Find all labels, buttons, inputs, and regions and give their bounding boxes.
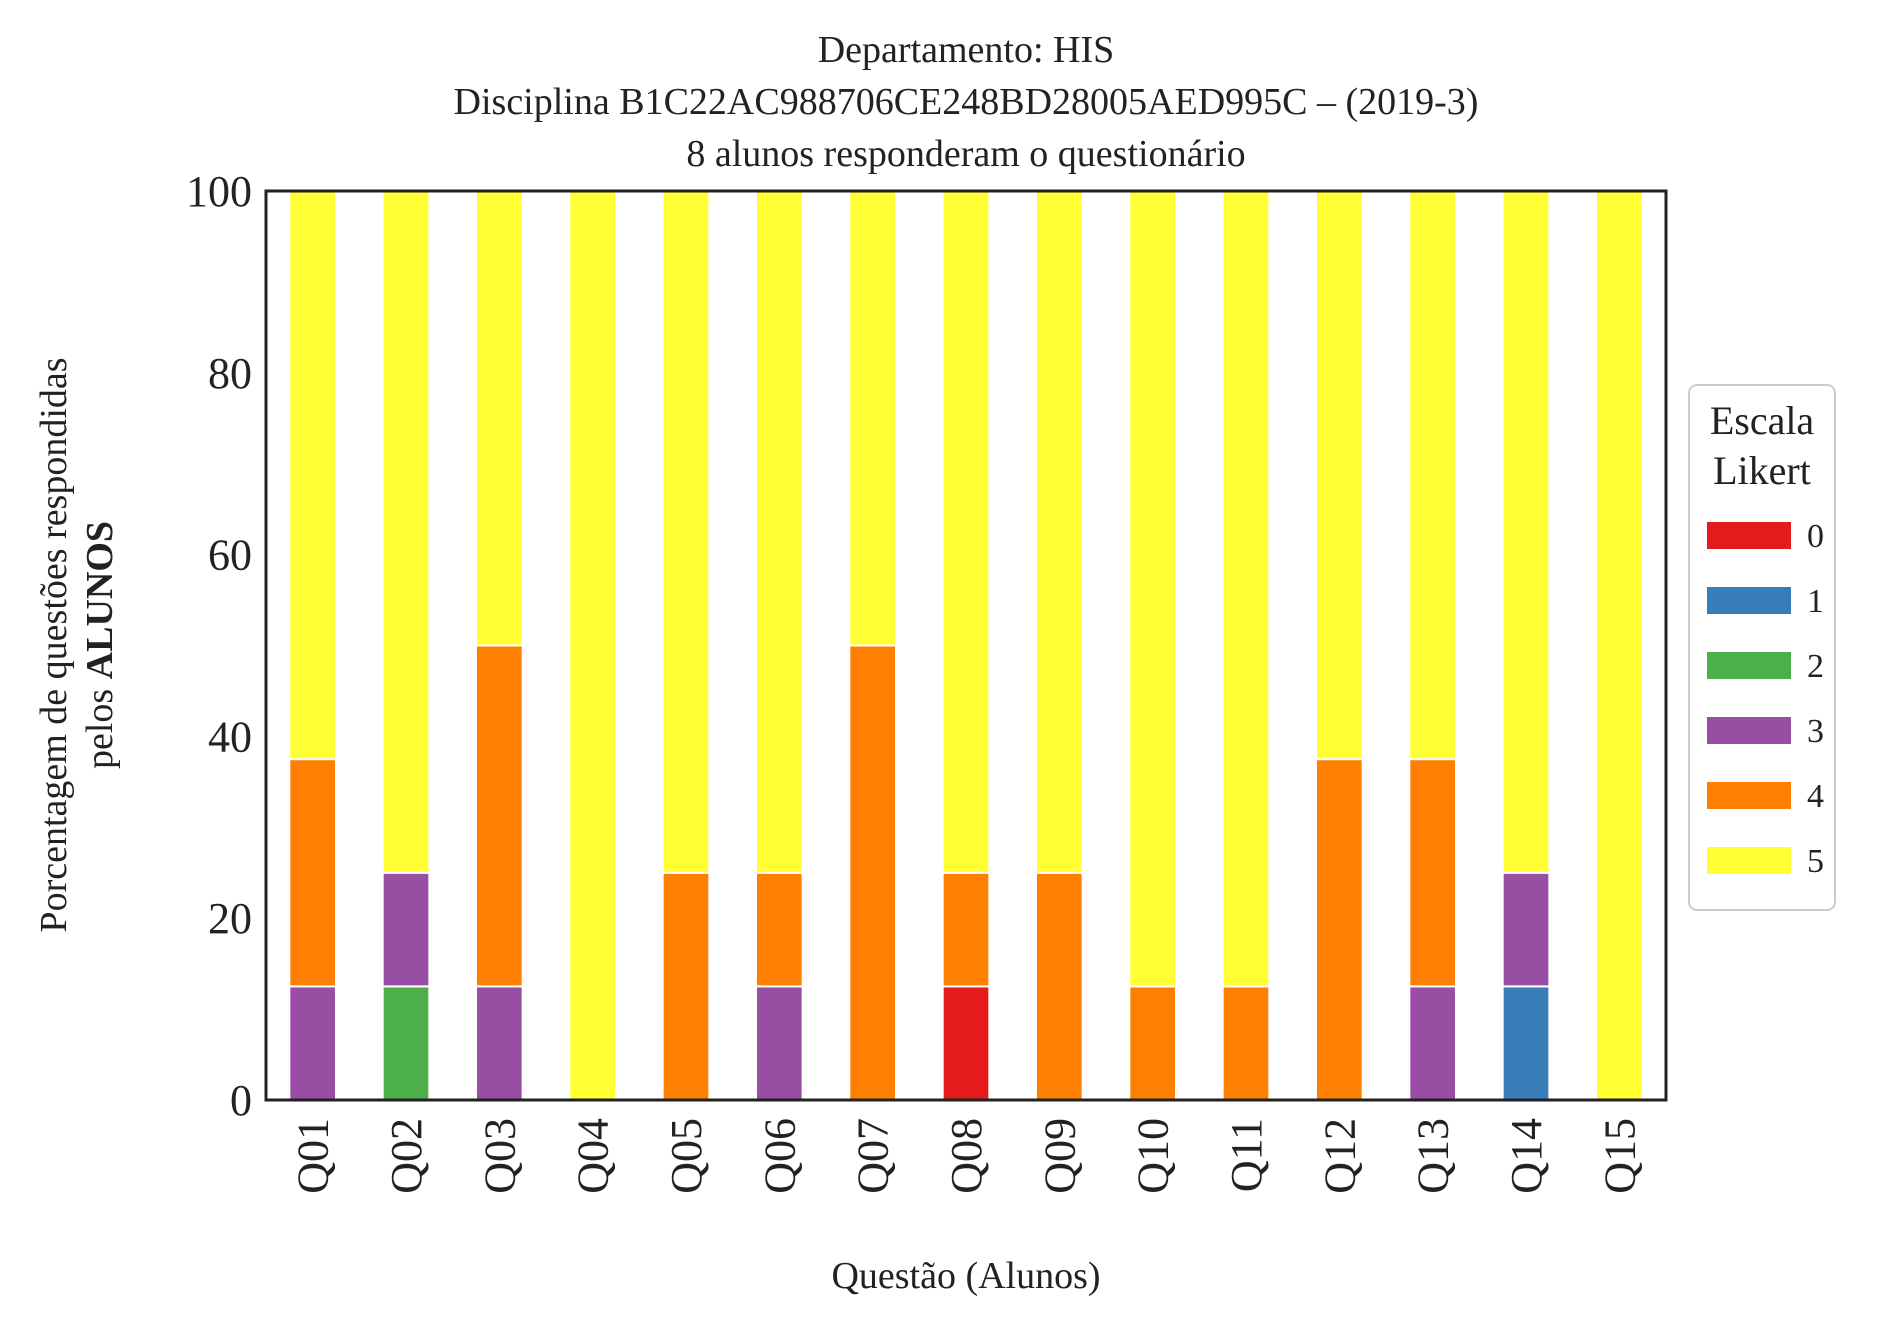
bar-Q15-likert-5 <box>1595 190 1644 1101</box>
x-tick-label-Q02: Q02 <box>382 1118 431 1194</box>
bar-Q06-likert-5 <box>755 190 804 874</box>
x-axis-label: Questão (Alunos) <box>831 1255 1100 1297</box>
legend-swatch-1 <box>1707 587 1791 614</box>
bar-Q08-likert-0 <box>941 985 991 1102</box>
bar-Q08-likert-4 <box>941 871 991 988</box>
legend-swatch-3 <box>1707 717 1791 744</box>
legend-swatch-2 <box>1707 652 1791 679</box>
legend-swatch-4 <box>1707 782 1791 809</box>
bar-Q05-likert-5 <box>661 190 711 874</box>
x-tick-label-Q10: Q10 <box>1129 1118 1178 1194</box>
bar-Q07-likert-4 <box>848 644 898 1101</box>
legend-title-line-1: Escala <box>1710 398 1815 443</box>
bar-Q01-likert-3 <box>288 985 337 1102</box>
legend-title-line-2: Likert <box>1713 448 1811 493</box>
y-axis-label-line-2: pelos ALUNOS <box>79 521 121 769</box>
x-ticks-group: Q01 Q02 Q03 Q04 Q05 Q06 Q07 Q08 Q09 Q10 Q11 Q12 Q13 Q… <box>289 1118 1645 1194</box>
y-tick-label-80: 80 <box>208 349 252 398</box>
legend-items: 0 1 2 3 4 5 <box>1707 518 1824 880</box>
chart-title-line-2: Disciplina B1C22AC988706CE248BD28005AED9… <box>454 81 1479 123</box>
bar-Q11-likert-5 <box>1221 190 1271 988</box>
x-tick-label-Q15: Q15 <box>1595 1118 1644 1194</box>
bar-Q13-likert-4 <box>1408 758 1457 988</box>
bar-Q03-likert-3 <box>475 985 524 1102</box>
bar-Q13-likert-5 <box>1408 190 1457 761</box>
legend-box <box>1688 384 1836 911</box>
legend-label-1: 1 <box>1807 583 1824 620</box>
bar-Q14-likert-5 <box>1501 190 1551 874</box>
bar-Q06-likert-3 <box>755 985 804 1102</box>
x-tick-label-Q08: Q08 <box>942 1118 991 1194</box>
bar-Q02-likert-2 <box>381 985 431 1102</box>
bar-Q03-likert-4 <box>475 644 524 988</box>
y-tick-label-40: 40 <box>208 712 252 761</box>
legend-label-5: 5 <box>1807 843 1824 880</box>
legend: Escala Likert 0 1 2 3 4 5 <box>1688 384 1836 911</box>
bar-Q12-likert-4 <box>1315 758 1364 1102</box>
legend-swatch-5 <box>1707 847 1791 874</box>
x-tick-label-Q09: Q09 <box>1035 1118 1084 1194</box>
x-tick-label-Q12: Q12 <box>1315 1118 1364 1194</box>
bar-Q08-likert-5 <box>941 190 991 874</box>
bar-Q13-likert-3 <box>1408 985 1457 1102</box>
bar-Q01-likert-4 <box>288 758 337 988</box>
y-axis-label: Porcentagem de questões respondidas pelo… <box>33 357 121 932</box>
bar-Q04-likert-5 <box>568 190 618 1101</box>
bar-Q09-likert-4 <box>1035 871 1084 1101</box>
bar-Q07-likert-5 <box>848 190 898 647</box>
y-tick-label-100: 100 <box>186 167 252 216</box>
bar-Q10-likert-5 <box>1128 190 1177 988</box>
bar-Q06-likert-4 <box>755 871 804 988</box>
y-tick-label-60: 60 <box>208 531 252 580</box>
bar-Q01-likert-5 <box>288 190 337 761</box>
bar-Q11-likert-4 <box>1221 985 1271 1102</box>
y-axis-label-line-1: Porcentagem de questões respondidas <box>33 357 75 932</box>
legend-label-2: 2 <box>1807 648 1824 685</box>
x-tick-label-Q14: Q14 <box>1502 1118 1551 1194</box>
y-axis-label-bold: ALUNOS <box>79 521 121 679</box>
legend-label-0: 0 <box>1807 518 1824 555</box>
x-tick-label-Q01: Q01 <box>289 1118 338 1194</box>
bar-Q12-likert-5 <box>1315 190 1364 761</box>
x-tick-label-Q11: Q11 <box>1222 1118 1271 1192</box>
x-tick-label-Q04: Q04 <box>569 1118 618 1194</box>
legend-label-3: 3 <box>1807 713 1824 750</box>
bar-Q02-likert-5 <box>381 190 431 874</box>
legend-swatch-0 <box>1707 522 1791 549</box>
bar-Q14-likert-1 <box>1501 985 1551 1102</box>
x-tick-label-Q07: Q07 <box>849 1118 898 1194</box>
bar-Q05-likert-4 <box>661 871 711 1101</box>
bar-Q10-likert-4 <box>1128 985 1177 1102</box>
chart-title-line-3: 8 alunos responderam o questionário <box>686 133 1245 175</box>
x-tick-label-Q05: Q05 <box>662 1118 711 1194</box>
x-tick-label-Q13: Q13 <box>1409 1118 1458 1194</box>
y-axis-label-prefix: pelos <box>79 679 121 769</box>
y-tick-label-20: 20 <box>208 894 252 943</box>
x-tick-label-Q06: Q06 <box>755 1118 804 1194</box>
bar-Q02-likert-3 <box>381 871 431 988</box>
legend-label-4: 4 <box>1807 778 1824 815</box>
bar-Q14-likert-3 <box>1501 871 1551 988</box>
y-tick-label-0: 0 <box>230 1076 252 1125</box>
bar-Q09-likert-5 <box>1035 190 1084 874</box>
x-tick-label-Q03: Q03 <box>475 1118 524 1194</box>
bar-Q03-likert-5 <box>475 190 524 647</box>
chart-title-line-1: Departamento: HIS <box>818 29 1115 71</box>
plot-frame <box>264 189 1668 1102</box>
y-ticks-group: 0 20 40 60 80 100 <box>186 167 252 1125</box>
bars-group <box>288 190 1644 1102</box>
